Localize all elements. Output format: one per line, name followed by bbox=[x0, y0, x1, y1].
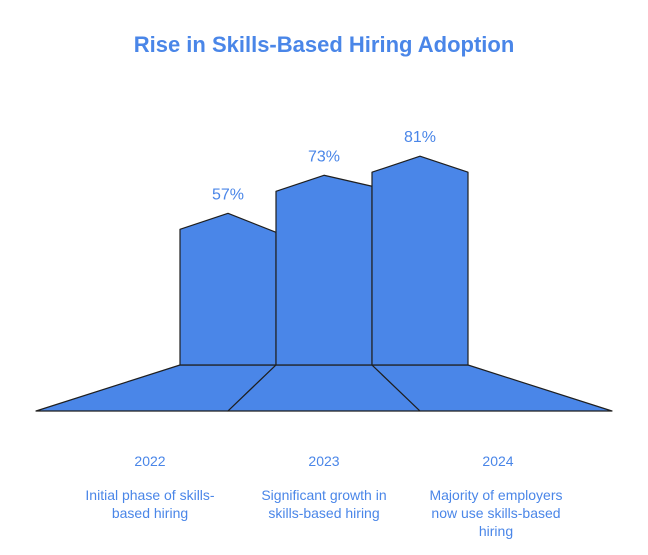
base-platform bbox=[35, 364, 613, 412]
description-2024-line-2: now use skills-based bbox=[431, 505, 560, 521]
bar-2024 bbox=[371, 155, 469, 366]
category-labels: 2022 2023 2024 bbox=[134, 453, 513, 469]
description-2024-line-1: Majority of employers bbox=[429, 487, 562, 503]
category-label-2024: 2024 bbox=[482, 453, 513, 469]
descriptions: Initial phase of skills-based hiring Sign… bbox=[85, 487, 562, 539]
description-2023-line-2: skills-based hiring bbox=[268, 505, 379, 521]
category-label-2022: 2022 bbox=[134, 453, 165, 469]
chart-title: Rise in Skills-Based Hiring Adoption bbox=[134, 32, 515, 57]
value-label-2023: 73% bbox=[308, 148, 340, 165]
description-2022-line-2: based hiring bbox=[112, 505, 188, 521]
value-label-2022: 57% bbox=[212, 186, 244, 203]
bar-2022 bbox=[179, 212, 277, 366]
value-labels: 57% 73% 81% bbox=[212, 129, 436, 203]
category-label-2023: 2023 bbox=[308, 453, 339, 469]
description-2024-line-3: hiring bbox=[479, 523, 513, 539]
value-label-2024: 81% bbox=[404, 129, 436, 146]
description-2022-line-1: Initial phase of skills- bbox=[85, 487, 215, 503]
description-2023-line-1: Significant growth in bbox=[261, 487, 386, 503]
bar-2023 bbox=[275, 174, 373, 366]
bars bbox=[179, 155, 469, 366]
